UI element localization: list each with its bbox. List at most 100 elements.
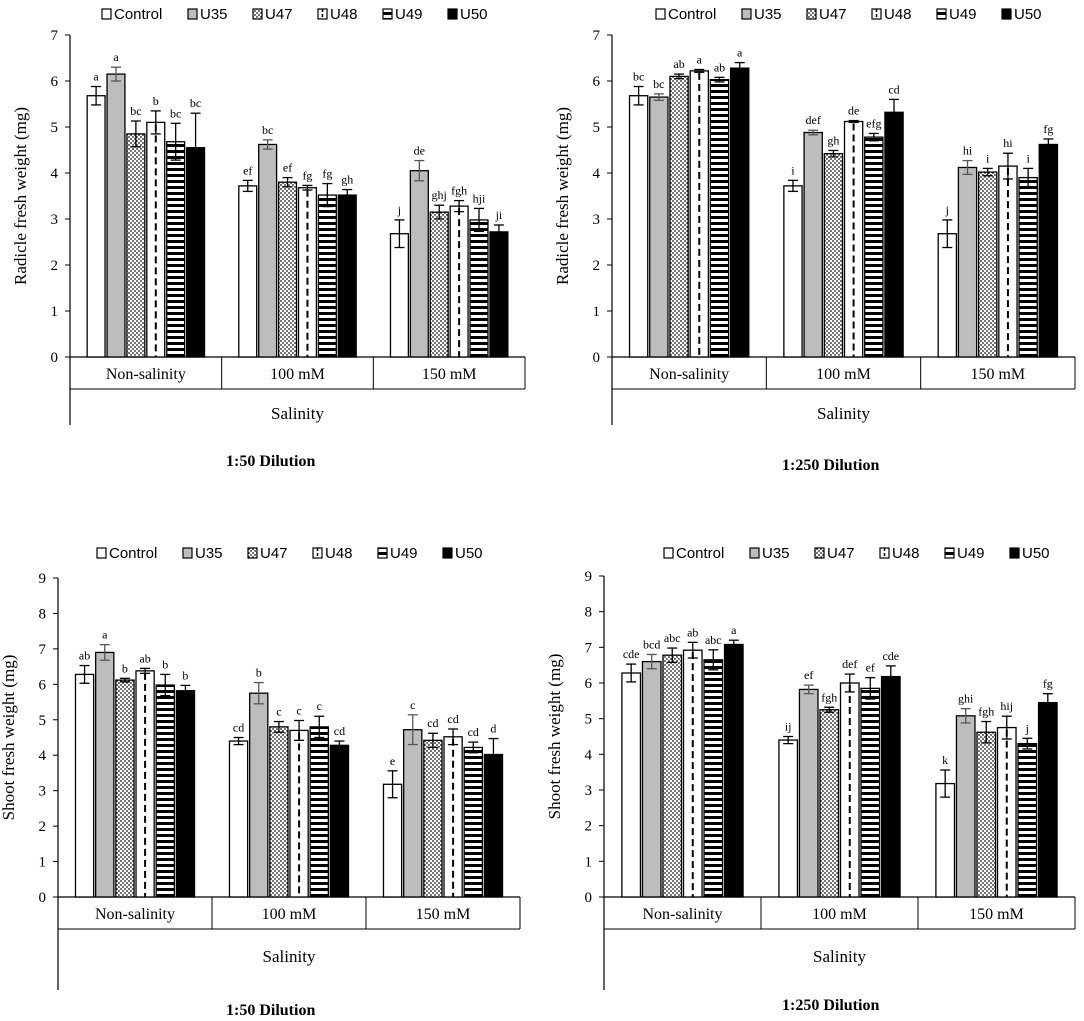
significance-letter: de	[414, 144, 425, 158]
significance-letter: cde	[882, 649, 899, 663]
x-tick-label: 150 mM	[970, 366, 1025, 383]
significance-letter: de	[848, 104, 859, 118]
bar-control	[783, 185, 803, 358]
bar-u35	[409, 170, 429, 358]
y-tick-label: 6	[593, 74, 601, 90]
y-tick-label: 0	[585, 890, 593, 906]
bar-control	[937, 233, 958, 358]
x-tick-label: Non-salinity	[95, 906, 175, 923]
significance-letter: cde	[623, 647, 640, 661]
legend-label: U35	[200, 6, 228, 23]
x-tick-label: 100 mM	[262, 906, 317, 923]
bar-u49	[309, 726, 329, 898]
y-tick-label: 5	[51, 120, 59, 136]
bar-u50	[884, 111, 904, 358]
significance-letter: cd	[468, 725, 479, 739]
y-tick-label: 6	[39, 677, 47, 693]
y-tick-label: 0	[51, 350, 59, 366]
legend-swatch-u50	[442, 547, 453, 559]
y-tick-label: 4	[39, 748, 47, 764]
legend-label: U47	[260, 545, 288, 562]
legend-swatch-u49	[377, 547, 388, 559]
significance-letter: ghi	[958, 692, 974, 706]
legend-swatch-u49	[382, 8, 393, 20]
legend-label: U48	[330, 6, 358, 23]
bar-u35	[106, 73, 126, 358]
bar-u50	[337, 194, 357, 358]
bar-u35	[258, 143, 278, 358]
significance-letter: a	[102, 628, 108, 642]
bar-u48	[689, 70, 710, 358]
significance-letter: k	[942, 753, 948, 767]
legend-label: U50	[1014, 6, 1042, 23]
y-tick-label: 9	[39, 571, 47, 587]
y-tick-label: 7	[39, 642, 47, 658]
bar-u49	[469, 219, 489, 358]
chart-panel-2: 0 1 2 3 4 5 6 7 Radicle fresh weight (mg) Salinit…	[553, 6, 1076, 425]
significance-letter: cd	[888, 82, 899, 96]
bar-u49	[1018, 176, 1038, 358]
bar-u47	[662, 654, 683, 898]
bar-control	[621, 672, 642, 898]
bar-u35	[955, 715, 976, 898]
bar-u47	[423, 739, 443, 898]
bar-control	[628, 95, 649, 358]
bar-u47	[429, 211, 449, 358]
x-axis-label: Salinity	[271, 404, 324, 423]
y-tick-label: 3	[39, 784, 47, 800]
panel-title-radicle-1-250: 1:250 Dilution	[782, 457, 880, 474]
significance-letter: abc	[705, 633, 722, 647]
significance-letter: d	[490, 722, 496, 736]
significance-letter: b	[122, 661, 128, 675]
bar-u50	[175, 690, 196, 898]
panel-title-shoot-1-250: 1:250 Dilution	[782, 997, 880, 1014]
y-tick-label: 1	[51, 304, 59, 320]
legend-label: Control	[109, 545, 157, 562]
significance-letter: ef	[804, 668, 813, 682]
significance-letter: ghj	[432, 188, 447, 202]
legend-label: Control	[668, 6, 716, 23]
bar-u50	[483, 753, 504, 898]
bar-u49	[155, 684, 175, 898]
bar-u35	[641, 660, 662, 898]
bar-u35	[403, 729, 423, 898]
bar-u35	[803, 131, 823, 358]
legend-label: Control	[114, 6, 162, 23]
y-tick-label: 3	[585, 783, 593, 799]
panel-title-radicle-1-50: 1:50 Dilution	[226, 453, 316, 470]
significance-letter: a	[93, 70, 99, 84]
bar-u50	[723, 643, 744, 898]
bar-u47	[115, 679, 135, 898]
significance-letter: j	[1025, 721, 1029, 735]
legend-swatch-u47	[806, 8, 817, 20]
significance-letter: bc	[130, 104, 141, 118]
significance-letter: a	[731, 623, 737, 637]
y-tick-label: 8	[585, 605, 593, 621]
panel-title-shoot-1-50: 1:50 Dilution	[226, 1002, 316, 1019]
bar-u50	[1037, 701, 1058, 898]
significance-letter: ab	[79, 649, 90, 663]
bar-control	[228, 740, 249, 898]
y-tick-label: 7	[593, 28, 601, 44]
y-tick-label: 9	[585, 569, 593, 585]
bar-u35	[798, 688, 819, 898]
y-tick-label: 0	[593, 350, 601, 366]
x-tick-label: 100 mM	[270, 366, 325, 383]
y-tick-label: 2	[51, 258, 59, 274]
y-tick-label: 6	[51, 74, 59, 90]
legend-swatch-u35	[182, 547, 193, 559]
significance-letter: ef	[283, 161, 292, 175]
y-tick-label: 7	[51, 28, 59, 44]
significance-letter: i	[1026, 151, 1030, 165]
bar-u47	[977, 171, 998, 358]
y-tick-label: 2	[593, 258, 601, 274]
y-tick-label: 4	[51, 166, 59, 182]
significance-letter: cd	[233, 721, 244, 735]
x-tick-label: 100 mM	[812, 906, 867, 923]
significance-letter: hji	[473, 191, 486, 205]
legend-swatch-u35	[741, 8, 752, 20]
bar-u47	[669, 75, 689, 358]
significance-letter: fgh	[821, 690, 837, 704]
bar-u49	[860, 687, 881, 898]
